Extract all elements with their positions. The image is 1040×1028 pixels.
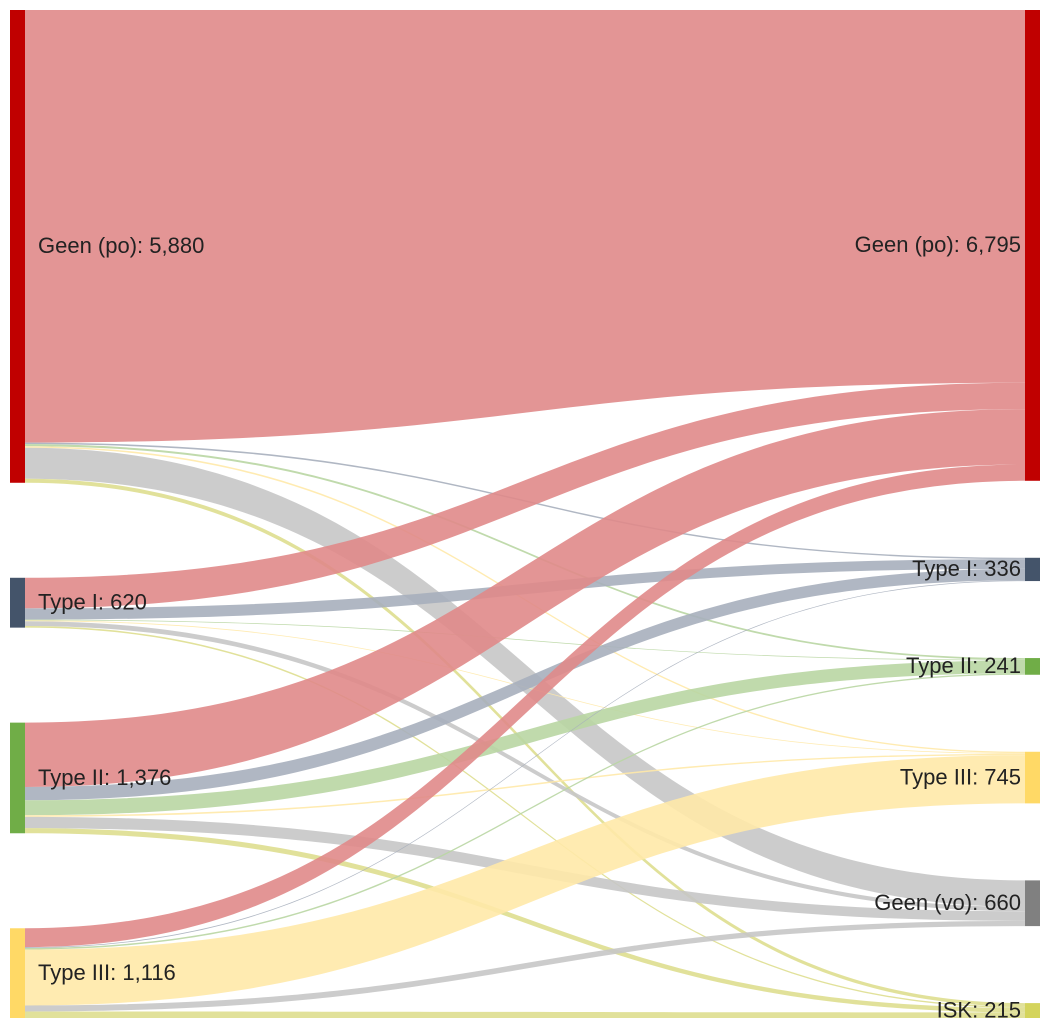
sankey-nodes (10, 10, 1040, 1018)
node-t_isk (1025, 1003, 1040, 1018)
sankey-links (25, 10, 1025, 1018)
link-s_t3-t_isk (25, 1011, 1025, 1018)
node-label-s_geen: Geen (po): 5,880 (38, 233, 204, 258)
node-t_t1 (1025, 557, 1040, 582)
link-s_t2-t_t2 (25, 660, 1025, 816)
node-label-s_t2: Type II: 1,376 (38, 765, 171, 790)
node-label-t_t2: Type II: 241 (906, 653, 1021, 678)
link-s_t1-t_t2 (25, 619, 1025, 661)
link-s_geen-t_vo (25, 447, 1025, 908)
link-s_t3-t_t3 (25, 755, 1025, 1006)
node-label-t_isk: ISK: 215 (937, 997, 1021, 1022)
link-s_t3-t_t1 (25, 580, 1025, 948)
link-s_t2-t_t3 (25, 753, 1025, 817)
link-s_t3-t_geen (25, 464, 1025, 948)
node-label-t_vo: Geen (vo): 660 (874, 890, 1021, 915)
node-label-s_t3: Type III: 1,116 (38, 960, 176, 985)
node-t_t2 (1025, 658, 1040, 675)
link-s_geen-t_geen (25, 10, 1025, 443)
link-s_t3-t_t2 (25, 673, 1025, 950)
link-s_t2-t_geen (25, 409, 1025, 787)
link-s_geen-t_t2 (25, 444, 1025, 660)
node-label-t_geen: Geen (po): 6,795 (855, 232, 1021, 257)
node-t_t3 (1025, 751, 1040, 804)
node-s_t1 (10, 577, 25, 628)
link-s_t2-t_isk (25, 828, 1025, 1013)
node-s_geen (10, 10, 25, 483)
link-s_t1-t_vo (25, 621, 1025, 912)
node-label-t_t1: Type I: 336 (912, 556, 1021, 581)
node-s_t2 (10, 722, 25, 834)
link-s_t1-t_isk (25, 626, 1025, 1008)
node-s_t3 (10, 928, 25, 1018)
node-t_vo (1025, 880, 1040, 927)
link-s_t2-t_t1 (25, 568, 1025, 801)
node-label-t_t3: Type III: 745 (900, 764, 1021, 789)
link-s_t1-t_geen (25, 382, 1025, 609)
node-label-s_t1: Type I: 620 (38, 590, 147, 615)
sankey-labels: Geen (po): 5,880 Type I: 620 Type II: 1,37… (38, 232, 1021, 1022)
node-t_geen (1025, 10, 1040, 481)
link-s_t3-t_vo (25, 920, 1025, 1012)
